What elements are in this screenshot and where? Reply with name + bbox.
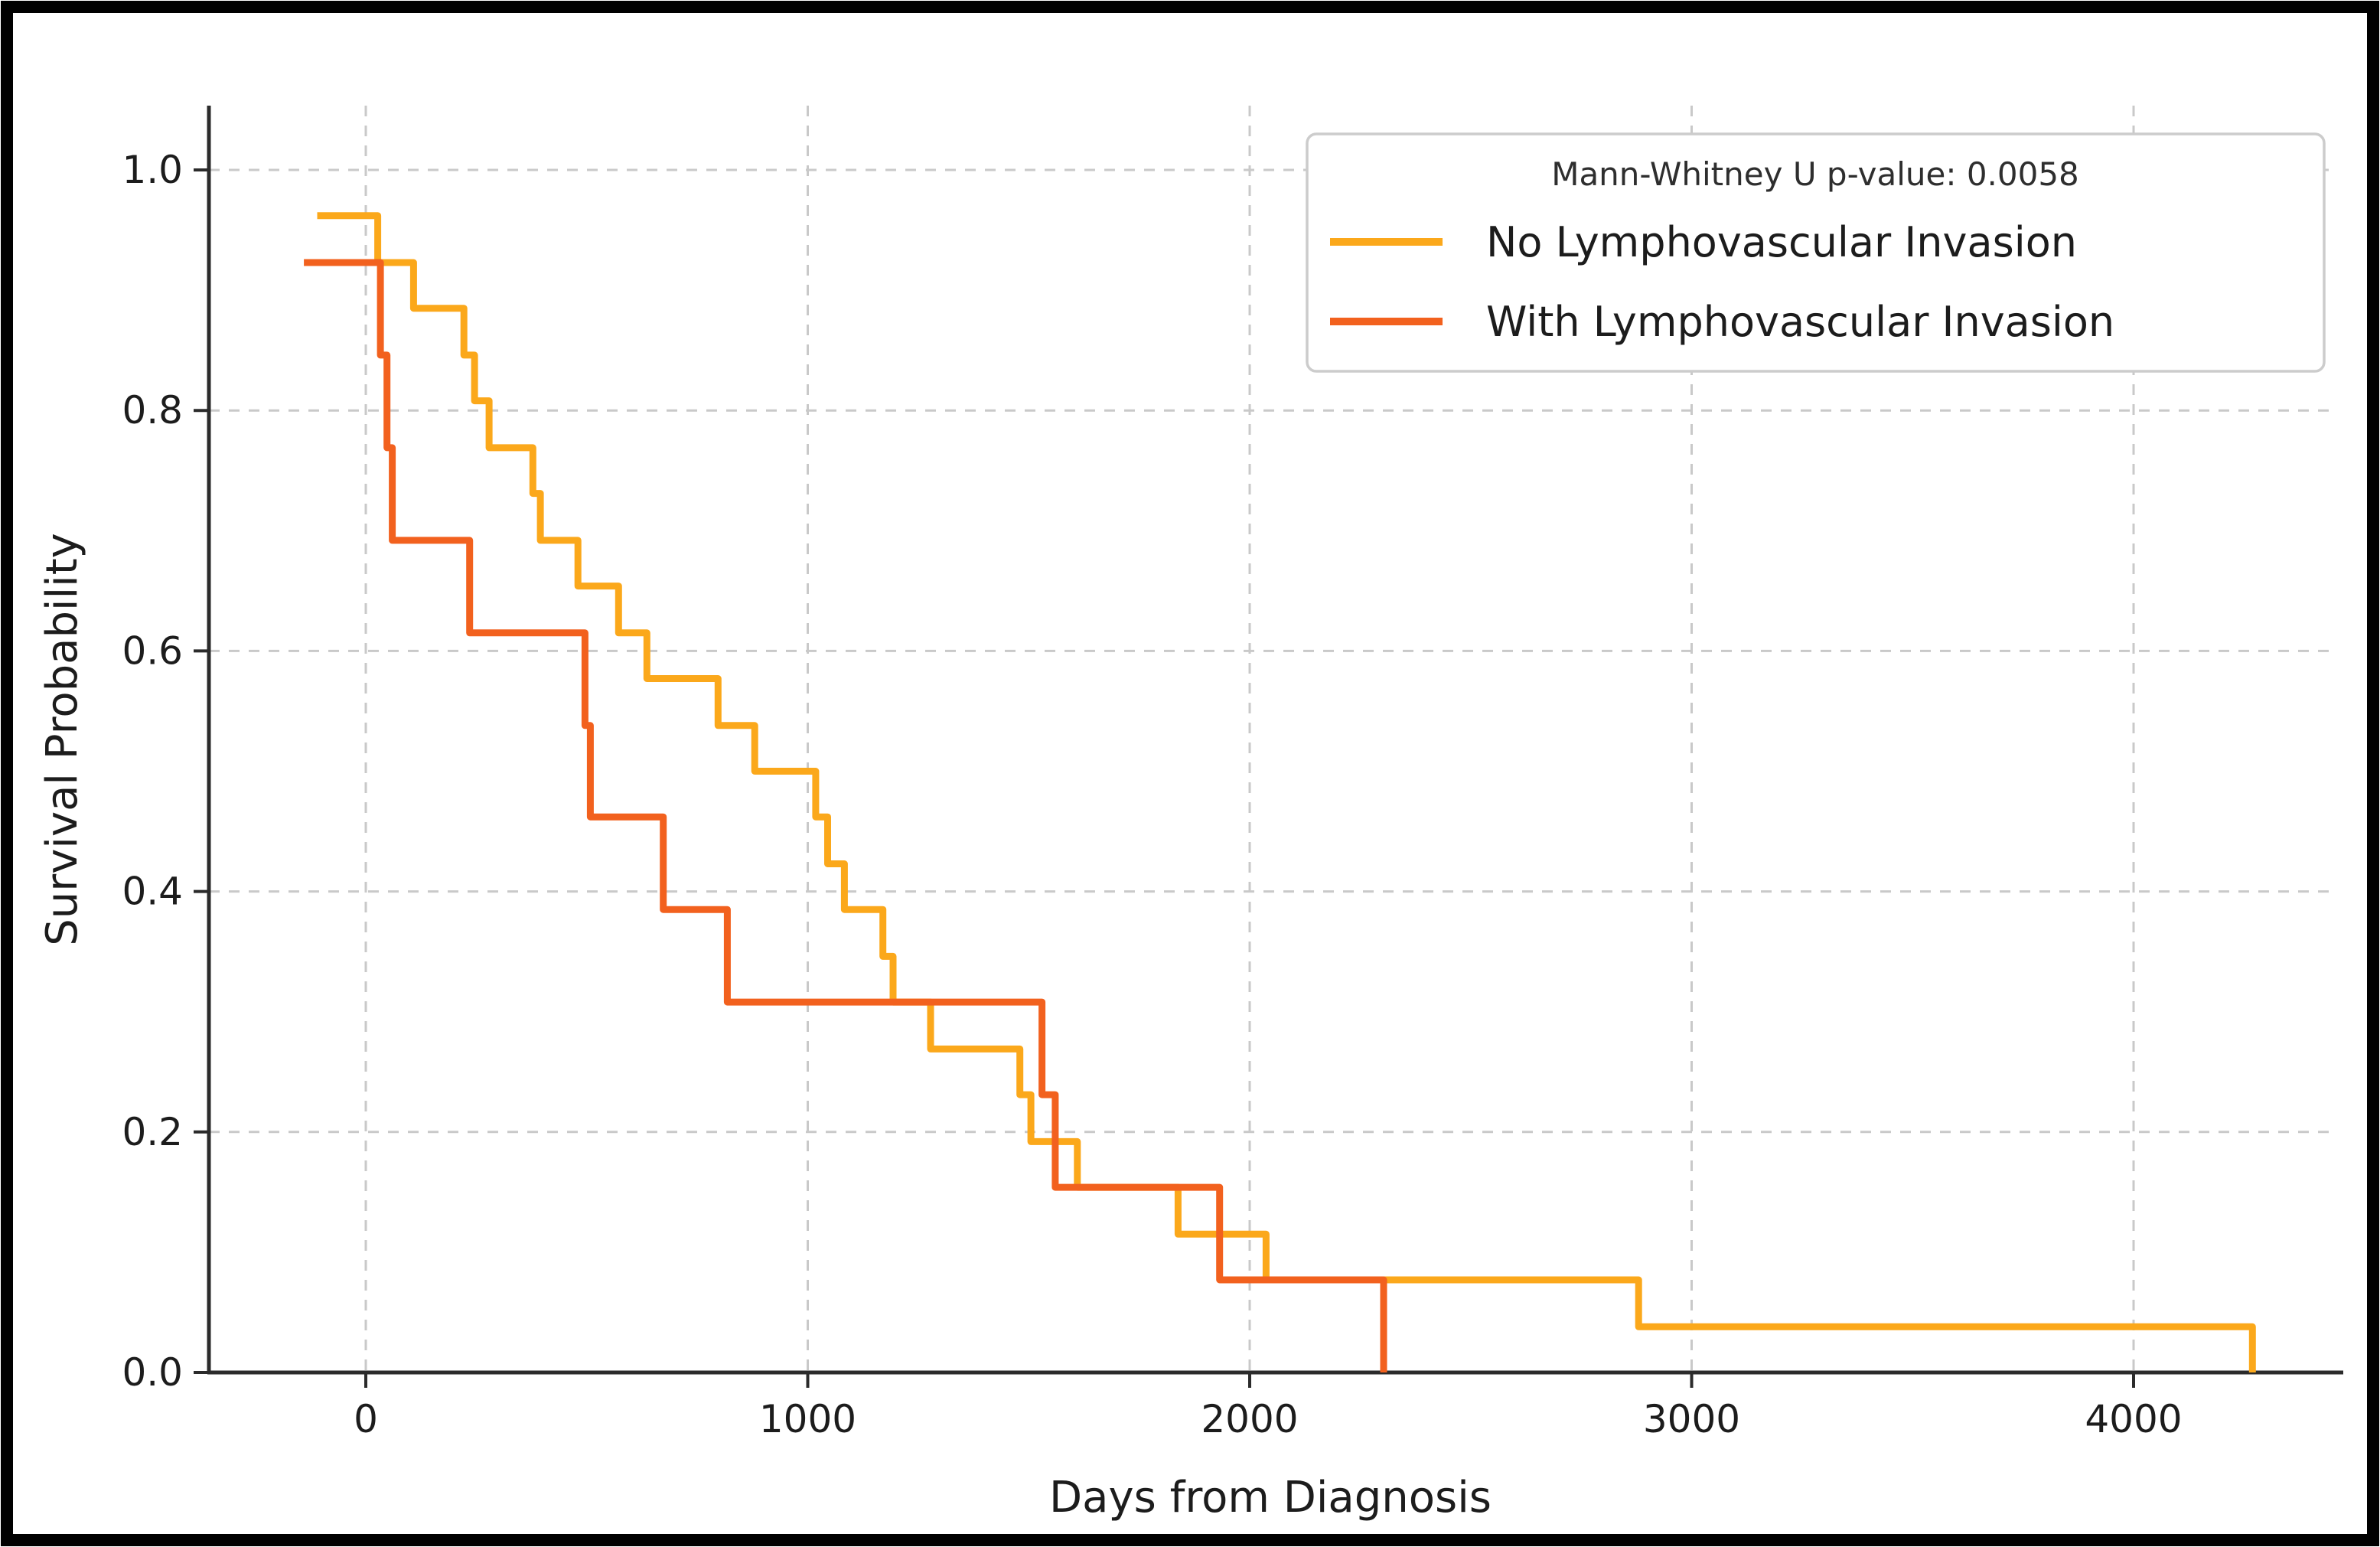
legend-box [1306,132,2326,373]
survival-curves [304,212,2256,1372]
x-tick-label: 1000 [759,1397,856,1441]
y-tick-label: 1.0 [122,148,183,192]
survival-curve-no-lvi [317,212,2256,1372]
legend-title: Mann-Whitney U p-value: 0.0058 [1551,155,2079,193]
x-tick-label: 2000 [1201,1397,1298,1441]
y-tick-label: 0.6 [122,628,183,673]
y-tick-label: 0.0 [122,1350,183,1395]
x-tick-label: 3000 [1643,1397,1740,1441]
y-tick-label: 0.8 [122,388,183,432]
legend-label-no-lvi: No Lymphovascular Invasion [1486,218,2077,266]
axis-ticks: 0 1000 2000 3000 4000 0.0 0.2 0.4 0.6 0.8 1.0 [122,148,2182,1441]
survival-curve-with-lvi [304,259,1387,1372]
y-tick-label: 0.2 [122,1110,183,1154]
x-tick-label: 0 [354,1397,378,1441]
legend-item-with-lvi: With Lymphovascular Invasion [1330,298,2114,346]
legend: Mann-Whitney U p-value: 0.0058 No Lympho… [1306,132,2326,373]
legend-label-with-lvi: With Lymphovascular Invasion [1486,298,2114,346]
x-tick-label: 4000 [2085,1397,2182,1441]
y-axis-title: Survival Probability [37,533,87,946]
x-axis-title: Days from Diagnosis [1049,1473,1492,1523]
y-tick-label: 0.4 [122,870,183,914]
legend-item-no-lvi: No Lymphovascular Invasion [1330,218,2077,266]
